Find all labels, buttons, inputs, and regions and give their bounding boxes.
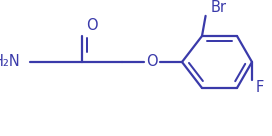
Text: F: F [256,81,264,95]
Text: Br: Br [211,1,227,16]
Text: O: O [146,55,158,69]
Text: H₂N: H₂N [0,55,20,69]
Text: O: O [86,18,98,33]
